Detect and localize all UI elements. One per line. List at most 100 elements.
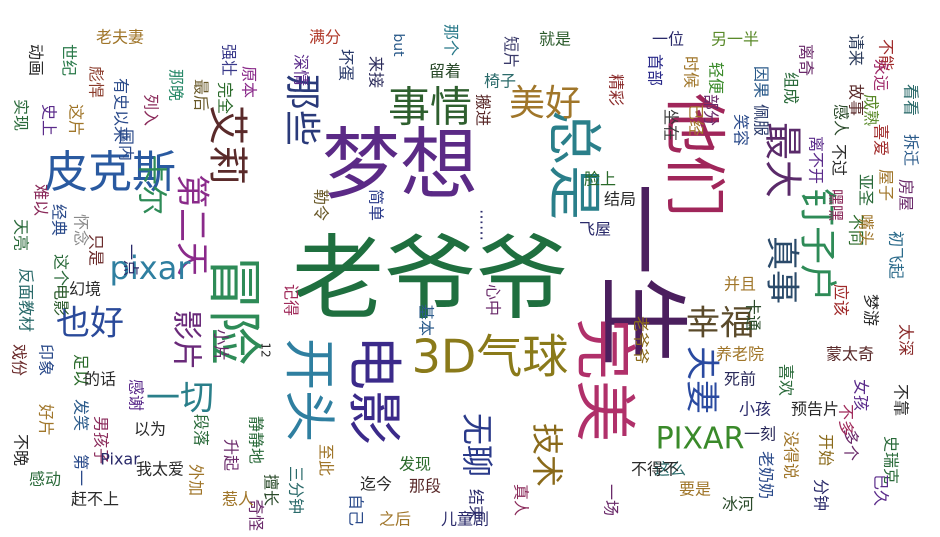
cloud-word: 蒙太奇 (826, 345, 874, 364)
cloud-word: 来接 (367, 56, 386, 88)
cloud-word: 我太爱 (136, 460, 184, 479)
cloud-word: 戏份 (10, 344, 29, 376)
cloud-word: 印象 (37, 344, 56, 376)
cloud-word: 那个 (442, 24, 461, 56)
cloud-word: 小孩 (739, 400, 771, 419)
cloud-word: 不过 (830, 144, 849, 176)
cloud-word: 结束 (467, 489, 486, 521)
cloud-word: 坐在 (662, 109, 681, 141)
cloud-word: 简单 (367, 189, 386, 221)
cloud-word: 看看 (902, 84, 921, 116)
cloud-word: 故事 (847, 84, 866, 116)
cloud-word: Pixar (100, 450, 140, 469)
cloud-word: 原本 (240, 66, 259, 98)
cloud-word: 最后 (192, 79, 211, 111)
cloud-word: 成熟 (862, 94, 881, 126)
cloud-word: 因果 (752, 66, 771, 98)
cloud-word: 段落 (192, 414, 211, 446)
cloud-word: 另一半 (711, 30, 759, 49)
cloud-word: 心中 (484, 284, 503, 316)
cloud-word: 冒险 (202, 255, 266, 365)
cloud-word: 开头 (278, 338, 338, 442)
cloud-word: 发现 (399, 455, 431, 474)
cloud-word: 喜爱 (872, 124, 891, 156)
cloud-word: 一位 (652, 30, 684, 49)
cloud-word: 3D气球 (412, 330, 569, 384)
cloud-word: pixar (110, 249, 192, 287)
cloud-word: 死前 (724, 370, 756, 389)
cloud-word: 离奇 (797, 44, 816, 76)
cloud-word: 不晚 (12, 434, 31, 466)
cloud-word: 幻境 (69, 280, 101, 299)
cloud-word: 他们 (658, 93, 731, 217)
cloud-word: 已久 (872, 474, 891, 506)
cloud-word: 不能 (877, 39, 896, 71)
cloud-word: 发笑 (72, 399, 91, 431)
cloud-word: 第二天 (172, 174, 212, 276)
cloud-word: 感谢 (127, 379, 146, 411)
cloud-word: 房屋 (897, 179, 916, 211)
cloud-word: 完美 (568, 318, 641, 442)
cloud-word: 动画 (27, 44, 46, 76)
cloud-word: 组成 (782, 72, 801, 104)
cloud-word: 一切 (146, 379, 214, 419)
cloud-word: 男孩子 (92, 416, 111, 464)
cloud-word: 迄今 (360, 475, 392, 494)
cloud-word: 拆迁 (902, 134, 921, 166)
cloud-word: 小片 (212, 329, 231, 361)
cloud-word: 留着 (429, 62, 461, 81)
cloud-word: but (390, 33, 406, 57)
cloud-word: 擅长 (262, 474, 281, 506)
cloud-word: 短片 (502, 36, 521, 68)
cloud-word: 时候 (682, 56, 701, 88)
cloud-word: 电影 (342, 335, 406, 445)
cloud-word: 美好 (509, 83, 581, 124)
cloud-word: 结局 (604, 190, 636, 209)
cloud-word: 这个 (52, 254, 71, 286)
cloud-word: 梦游 (862, 294, 881, 326)
cloud-word: 第一 (72, 454, 91, 486)
cloud-word: 就是 (539, 30, 571, 49)
cloud-word: 请来 (847, 34, 866, 66)
cloud-word: 国内 (117, 129, 136, 161)
cloud-word: 强壮 (220, 44, 239, 76)
cloud-word: 难以 (32, 184, 51, 216)
cloud-word: 也好 (56, 304, 124, 344)
cloud-word: 老爷爷 (292, 225, 568, 332)
cloud-word: 完全 (216, 82, 235, 114)
cloud-word: 自己 (347, 494, 366, 526)
cloud-word: …… (477, 209, 496, 241)
cloud-word: 电影 (52, 284, 71, 316)
cloud-word: 怀念 (72, 214, 91, 246)
cloud-word: 坏蛋 (337, 49, 356, 81)
cloud-word: 应该 (832, 284, 851, 316)
cloud-word: 一生 (588, 183, 695, 367)
cloud-word: 夫妻 (682, 346, 722, 414)
cloud-word: 最大 (761, 122, 805, 198)
cloud-word: 脸上 (584, 170, 616, 189)
cloud-word: 只是 (87, 234, 106, 266)
cloud-word: 那些 (281, 74, 322, 146)
cloud-word: 轻便 (707, 62, 726, 94)
cloud-word: 至此 (317, 444, 336, 476)
cloud-word: 彪悍 (87, 66, 106, 98)
cloud-word: 已经 (687, 104, 706, 136)
cloud-word: 深情 (292, 54, 311, 86)
cloud-word: 屋子 (877, 169, 896, 201)
cloud-word: 影片 (169, 310, 204, 370)
cloud-word: 卡尔 (134, 155, 169, 215)
cloud-word: 佩服 (752, 104, 771, 136)
cloud-word: 女孩 (852, 379, 871, 411)
cloud-word: 奇怪 (247, 499, 266, 531)
cloud-word: 事情 (388, 83, 472, 132)
cloud-word: 经典 (50, 204, 69, 236)
cloud-word: 一刻 (744, 425, 776, 444)
cloud-word: 初飞起 (887, 231, 906, 279)
cloud-word: 外加 (187, 464, 206, 496)
cloud-word: 列入 (142, 94, 161, 126)
cloud-word: 开始 (817, 434, 836, 466)
cloud-word: 笑容 (732, 114, 751, 146)
cloud-word: 真人 (512, 484, 531, 516)
cloud-word: 不得不 (631, 460, 679, 479)
